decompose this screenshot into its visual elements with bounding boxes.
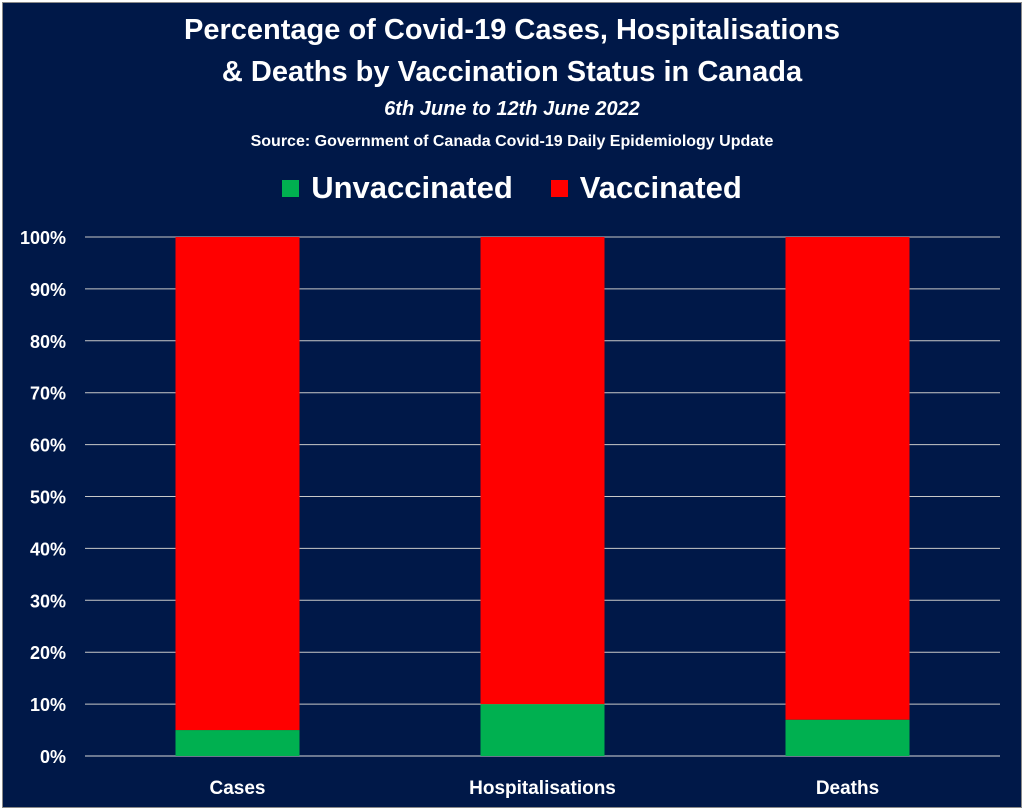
chart-subtitle: 6th June to 12th June 2022 xyxy=(384,98,640,120)
chart-title-line-2: & Deaths by Vaccination Status in Canada xyxy=(221,56,803,88)
legend-item-vaccinated: Vaccinated xyxy=(550,170,742,206)
legend: Unvaccinated Vaccinated xyxy=(0,170,1024,206)
x-tick-label: Cases xyxy=(210,778,266,799)
legend-swatch-unvaccinated xyxy=(282,179,300,197)
y-tick-label: 30% xyxy=(30,591,66,611)
x-tick-label: Hospitalisations xyxy=(469,778,616,799)
chart-title-line-1: Percentage of Covid-19 Cases, Hospitalis… xyxy=(184,14,840,46)
y-tick-label: 80% xyxy=(30,332,66,352)
y-tick-label: 20% xyxy=(30,643,66,663)
legend-item-unvaccinated: Unvaccinated xyxy=(282,170,513,206)
bar-unvaccinated-hospitalisations xyxy=(480,704,605,756)
bar-vaccinated-hospitalisations xyxy=(480,237,605,705)
y-tick-label: 10% xyxy=(30,695,66,715)
bar-vaccinated-cases xyxy=(175,237,300,731)
legend-label-unvaccinated: Unvaccinated xyxy=(311,170,513,205)
y-tick-label: 70% xyxy=(30,384,66,404)
y-tick-label: 0% xyxy=(40,747,66,767)
y-tick-label: 40% xyxy=(30,539,66,559)
y-tick-label: 50% xyxy=(30,488,66,508)
x-tick-label: Deaths xyxy=(816,778,879,799)
legend-swatch-vaccinated xyxy=(550,179,568,197)
y-tick-label: 100% xyxy=(20,228,66,248)
bar-unvaccinated-cases xyxy=(175,730,300,756)
y-tick-label: 60% xyxy=(30,436,66,456)
bar-vaccinated-deaths xyxy=(785,237,910,720)
chart-source: Source: Government of Canada Covid-19 Da… xyxy=(250,133,774,150)
legend-label-vaccinated: Vaccinated xyxy=(579,170,742,205)
y-tick-label: 90% xyxy=(30,280,66,300)
bar-unvaccinated-deaths xyxy=(785,719,910,756)
